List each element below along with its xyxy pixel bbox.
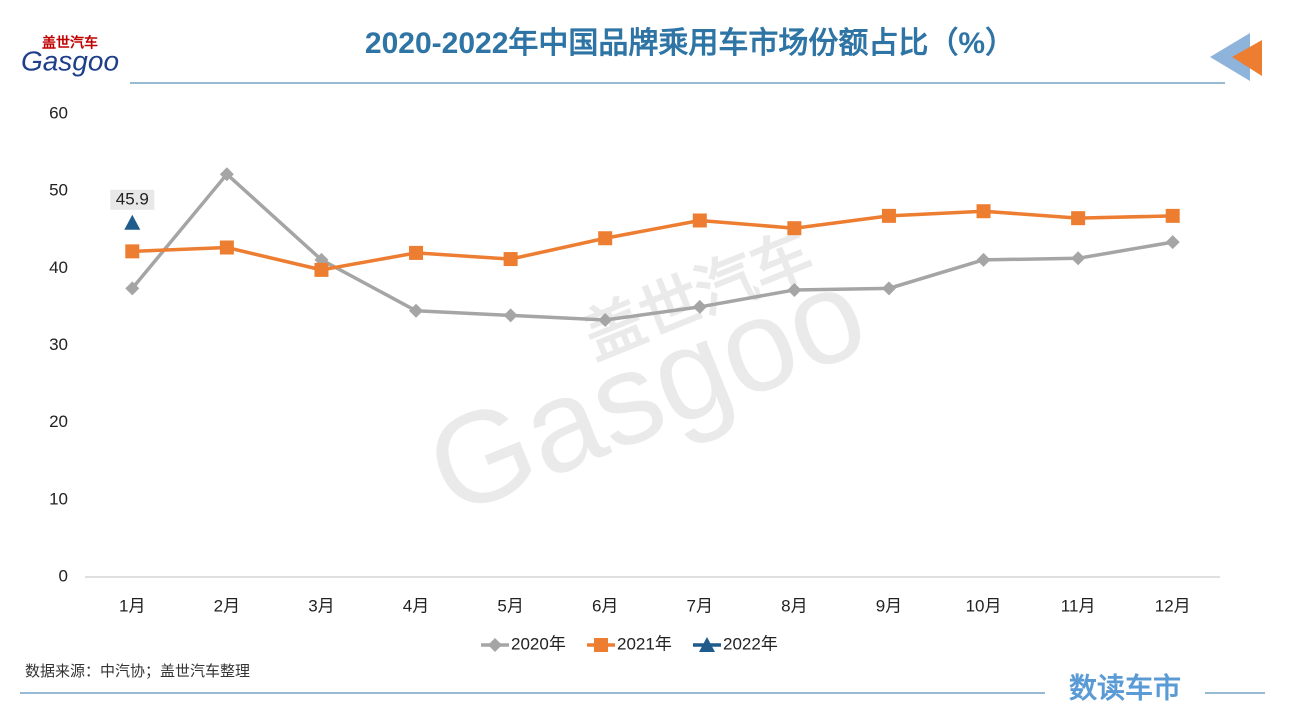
corner-arrow	[1210, 33, 1250, 81]
data-label-bg	[110, 189, 155, 210]
point-marker	[692, 213, 707, 228]
x-tick-label: 9月	[876, 596, 902, 615]
point-marker	[409, 303, 424, 318]
point-marker	[598, 231, 613, 246]
brand: 数读车市	[1069, 671, 1181, 703]
series-line	[130, 172, 1174, 322]
legend-label: 2021年	[617, 634, 672, 653]
point-marker	[1165, 235, 1180, 250]
x-tick-label: 1月	[119, 596, 145, 615]
logo-en: Gasgoo	[21, 45, 119, 76]
point-marker	[692, 299, 707, 314]
y-tick-label: 50	[49, 181, 68, 200]
x-tick-label: 5月	[497, 596, 523, 615]
point-marker	[409, 245, 424, 260]
legend-marker	[488, 638, 502, 652]
corner-arrow	[1232, 40, 1262, 76]
data-label: 45.9	[116, 189, 149, 208]
chart-title: 2020-2022年中国品牌乘用车市场份额占比（%）	[365, 26, 1015, 60]
legend-marker	[594, 638, 608, 652]
x-tick-label: 10月	[966, 596, 1002, 615]
x-tick-label: 8月	[781, 596, 807, 615]
point-marker	[787, 282, 802, 297]
y-tick-label: 10	[49, 489, 68, 508]
x-tick-label: 2月	[214, 596, 240, 615]
x-tick-label: 3月	[308, 596, 334, 615]
legend-marker	[699, 637, 715, 652]
point-marker	[1071, 251, 1086, 266]
y-tick-label: 30	[49, 335, 68, 354]
point-marker	[1165, 208, 1180, 223]
point-marker	[881, 281, 896, 296]
legend-label: 2020年	[511, 634, 566, 653]
x-tick-label: 6月	[592, 596, 618, 615]
x-tick-label: 11月	[1061, 596, 1096, 615]
source-note: 数据来源：中汽协；盖世汽车整理	[25, 663, 250, 680]
point-marker	[976, 252, 991, 267]
y-tick-label: 40	[49, 258, 68, 277]
point-marker	[219, 167, 234, 182]
point-marker	[503, 252, 518, 267]
point-marker	[1071, 211, 1086, 226]
point-marker	[881, 208, 896, 223]
x-tick-label: 7月	[687, 596, 713, 615]
point-marker	[314, 262, 329, 277]
point-marker	[503, 308, 518, 323]
y-tick-label: 0	[59, 566, 68, 585]
point-marker	[124, 214, 141, 230]
point-marker	[125, 281, 140, 296]
logo-cn: 盖世汽车	[42, 35, 98, 51]
point-marker	[125, 244, 140, 259]
y-tick-label: 60	[49, 103, 68, 122]
series-line	[132, 209, 1173, 272]
legend-label: 2022年	[723, 634, 778, 653]
y-tick-label: 20	[49, 412, 68, 431]
x-tick-label: 4月	[403, 596, 429, 615]
point-marker	[787, 221, 802, 236]
x-tick-label: 12月	[1155, 596, 1191, 615]
watermark: 盖世汽车 Gasgoo	[408, 220, 885, 543]
point-marker	[598, 313, 613, 328]
point-marker	[219, 240, 234, 255]
point-marker	[976, 204, 991, 219]
